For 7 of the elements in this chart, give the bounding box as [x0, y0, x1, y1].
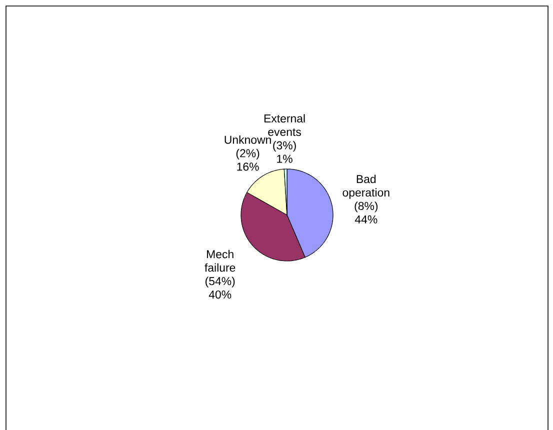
data-label: 1% [277, 154, 292, 163]
slice-label: Unknown (2%) [224, 135, 271, 160]
data-label: 40% [208, 290, 232, 299]
data-label: 44% [354, 215, 378, 224]
slice-label: Bad operation (8%) [342, 174, 390, 212]
data-label: 16% [237, 162, 259, 171]
slice-label: Mech failure (54%) [204, 250, 236, 288]
